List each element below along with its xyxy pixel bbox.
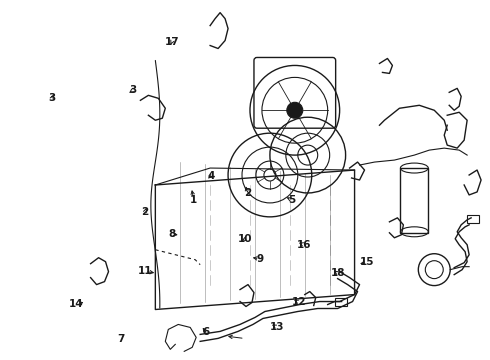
Bar <box>467 215 479 223</box>
Bar <box>335 298 346 306</box>
Text: 2: 2 <box>244 188 251 198</box>
Text: 3: 3 <box>49 93 56 103</box>
Text: 16: 16 <box>296 239 311 249</box>
Text: 1: 1 <box>190 195 197 205</box>
Text: 12: 12 <box>292 297 306 307</box>
Text: 3: 3 <box>129 85 136 95</box>
Bar <box>400 168 428 233</box>
Text: 15: 15 <box>360 257 374 267</box>
Text: 6: 6 <box>202 327 210 337</box>
Circle shape <box>287 102 303 118</box>
Text: 9: 9 <box>256 254 263 264</box>
Text: 14: 14 <box>69 299 84 309</box>
Text: 8: 8 <box>168 229 175 239</box>
Text: 2: 2 <box>141 207 148 217</box>
Text: 4: 4 <box>207 171 215 181</box>
Text: 13: 13 <box>270 322 284 332</box>
Text: 7: 7 <box>117 333 124 343</box>
Text: 11: 11 <box>138 266 152 276</box>
Text: 10: 10 <box>238 234 252 244</box>
Text: 17: 17 <box>165 37 179 47</box>
Text: 5: 5 <box>288 195 295 205</box>
Text: 18: 18 <box>330 268 345 278</box>
